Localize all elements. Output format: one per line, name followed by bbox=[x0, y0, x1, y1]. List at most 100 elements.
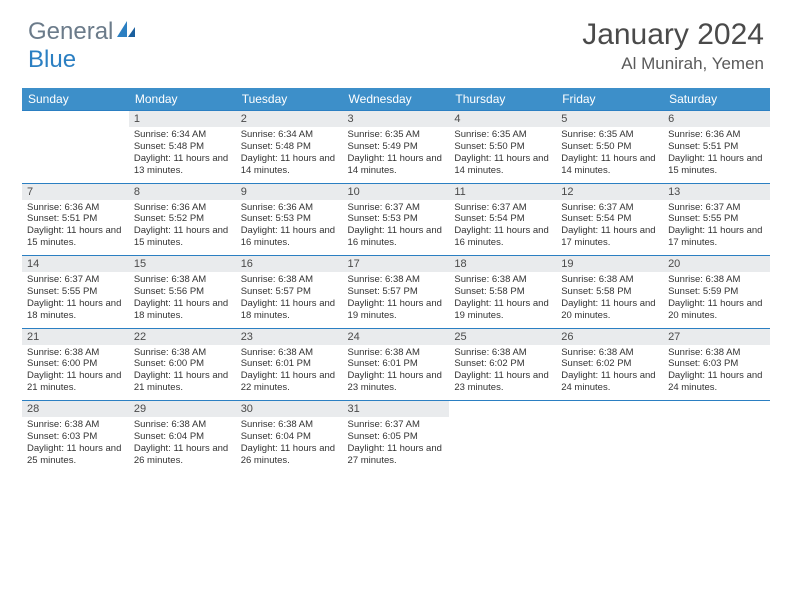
brand-part2-wrap: Blue bbox=[28, 46, 76, 74]
cell-body: Sunrise: 6:35 AMSunset: 5:50 PMDaylight:… bbox=[449, 127, 556, 183]
daylight-line: Daylight: 11 hours and 20 minutes. bbox=[668, 298, 765, 322]
sunrise-line: Sunrise: 6:38 AM bbox=[134, 274, 231, 286]
day-number: 3 bbox=[343, 110, 450, 127]
calendar-cell: 16 Sunrise: 6:38 AMSunset: 5:57 PMDayligh… bbox=[236, 255, 343, 328]
calendar-cell: 8Sunrise: 6:36 AMSunset: 5:52 PMDaylight… bbox=[129, 183, 236, 256]
day-number: 13 bbox=[663, 183, 770, 200]
sunset-line: Sunset: 5:51 PM bbox=[668, 141, 765, 153]
calendar-head: SundayMondayTuesdayWednesdayThursdayFrid… bbox=[22, 88, 770, 110]
day-number: 24 bbox=[343, 328, 450, 345]
cell-body: Sunrise: 6:37 AMSunset: 5:54 PMDaylight:… bbox=[449, 200, 556, 256]
calendar-cell: 1Sunrise: 6:34 AMSunset: 5:48 PMDaylight… bbox=[129, 110, 236, 183]
day-number-empty bbox=[556, 400, 663, 417]
day-number: 30 bbox=[236, 400, 343, 417]
sunrise-line: Sunrise: 6:34 AM bbox=[241, 129, 338, 141]
daylight-line: Daylight: 11 hours and 20 minutes. bbox=[561, 298, 658, 322]
daylight-line: Daylight: 11 hours and 18 minutes. bbox=[27, 298, 124, 322]
sunrise-line: Sunrise: 6:38 AM bbox=[27, 347, 124, 359]
calendar-cell: 24Sunrise: 6:38 AMSunset: 6:01 PMDayligh… bbox=[343, 328, 450, 401]
sunset-line: Sunset: 5:57 PM bbox=[241, 286, 338, 298]
daylight-line: Daylight: 11 hours and 22 minutes. bbox=[241, 370, 338, 394]
sunrise-line: Sunrise: 6:38 AM bbox=[454, 347, 551, 359]
cell-body: Sunrise: 6:35 AMSunset: 5:50 PMDaylight:… bbox=[556, 127, 663, 183]
calendar-cell: 13Sunrise: 6:37 AMSunset: 5:55 PMDayligh… bbox=[663, 183, 770, 256]
brand-part2: Blue bbox=[28, 46, 76, 73]
cell-body: Sunrise: 6:36 AMSunset: 5:51 PMDaylight:… bbox=[22, 200, 129, 256]
sunset-line: Sunset: 6:00 PM bbox=[27, 358, 124, 370]
calendar-cell: 28Sunrise: 6:38 AMSunset: 6:03 PMDayligh… bbox=[22, 400, 129, 473]
day-number: 27 bbox=[663, 328, 770, 345]
sunrise-line: Sunrise: 6:38 AM bbox=[241, 274, 338, 286]
month-title: January 2024 bbox=[582, 18, 764, 52]
cell-body: Sunrise: 6:38 AMSunset: 6:02 PMDaylight:… bbox=[556, 345, 663, 401]
calendar-cell: 10Sunrise: 6:37 AMSunset: 5:53 PMDayligh… bbox=[343, 183, 450, 256]
sunset-line: Sunset: 6:01 PM bbox=[348, 358, 445, 370]
daylight-line: Daylight: 11 hours and 24 minutes. bbox=[561, 370, 658, 394]
day-number-empty bbox=[22, 110, 129, 127]
daylight-line: Daylight: 11 hours and 19 minutes. bbox=[348, 298, 445, 322]
cell-body: Sunrise: 6:38 AMSunset: 6:03 PMDaylight:… bbox=[22, 417, 129, 473]
day-number: 19 bbox=[556, 255, 663, 272]
sunset-line: Sunset: 5:58 PM bbox=[561, 286, 658, 298]
daylight-line: Daylight: 11 hours and 14 minutes. bbox=[241, 153, 338, 177]
daylight-line: Daylight: 11 hours and 23 minutes. bbox=[454, 370, 551, 394]
calendar-cell: 3Sunrise: 6:35 AMSunset: 5:49 PMDaylight… bbox=[343, 110, 450, 183]
day-number: 7 bbox=[22, 183, 129, 200]
sunrise-line: Sunrise: 6:37 AM bbox=[27, 274, 124, 286]
calendar-cell bbox=[22, 110, 129, 183]
sunrise-line: Sunrise: 6:38 AM bbox=[27, 419, 124, 431]
sunset-line: Sunset: 6:04 PM bbox=[241, 431, 338, 443]
daylight-line: Daylight: 11 hours and 16 minutes. bbox=[454, 225, 551, 249]
day-number: 6 bbox=[663, 110, 770, 127]
cell-body: Sunrise: 6:37 AMSunset: 5:55 PMDaylight:… bbox=[22, 272, 129, 328]
daylight-line: Daylight: 11 hours and 14 minutes. bbox=[561, 153, 658, 177]
sunset-line: Sunset: 5:50 PM bbox=[454, 141, 551, 153]
sunrise-line: Sunrise: 6:36 AM bbox=[27, 202, 124, 214]
calendar-cell: 6Sunrise: 6:36 AMSunset: 5:51 PMDaylight… bbox=[663, 110, 770, 183]
daylight-line: Daylight: 11 hours and 26 minutes. bbox=[134, 443, 231, 467]
sunrise-line: Sunrise: 6:38 AM bbox=[241, 419, 338, 431]
sunrise-line: Sunrise: 6:35 AM bbox=[561, 129, 658, 141]
day-number: 21 bbox=[22, 328, 129, 345]
sunrise-line: Sunrise: 6:38 AM bbox=[668, 347, 765, 359]
cell-body: Sunrise: 6:38 AMSunset: 5:57 PMDaylight:… bbox=[343, 272, 450, 328]
cell-body: Sunrise: 6:36 AMSunset: 5:51 PMDaylight:… bbox=[663, 127, 770, 183]
daylight-line: Daylight: 11 hours and 17 minutes. bbox=[668, 225, 765, 249]
cell-body: Sunrise: 6:38 AMSunset: 5:58 PMDaylight:… bbox=[556, 272, 663, 328]
sunset-line: Sunset: 6:00 PM bbox=[134, 358, 231, 370]
calendar-week: 14Sunrise: 6:37 AMSunset: 5:55 PMDayligh… bbox=[22, 255, 770, 328]
location: Al Munirah, Yemen bbox=[582, 54, 764, 74]
day-number: 16 bbox=[236, 255, 343, 272]
day-number: 20 bbox=[663, 255, 770, 272]
sunset-line: Sunset: 5:59 PM bbox=[668, 286, 765, 298]
daylight-line: Daylight: 11 hours and 17 minutes. bbox=[561, 225, 658, 249]
sunset-line: Sunset: 5:50 PM bbox=[561, 141, 658, 153]
sunrise-line: Sunrise: 6:38 AM bbox=[134, 347, 231, 359]
sunrise-line: Sunrise: 6:38 AM bbox=[134, 419, 231, 431]
dow-header: Monday bbox=[129, 88, 236, 110]
sunrise-line: Sunrise: 6:37 AM bbox=[561, 202, 658, 214]
daylight-line: Daylight: 11 hours and 25 minutes. bbox=[27, 443, 124, 467]
cell-body-empty bbox=[449, 417, 556, 437]
daylight-line: Daylight: 11 hours and 27 minutes. bbox=[348, 443, 445, 467]
sunset-line: Sunset: 6:01 PM bbox=[241, 358, 338, 370]
calendar-week: 21Sunrise: 6:38 AMSunset: 6:00 PMDayligh… bbox=[22, 328, 770, 401]
title-block: January 2024 Al Munirah, Yemen bbox=[582, 18, 764, 74]
daylight-line: Daylight: 11 hours and 14 minutes. bbox=[348, 153, 445, 177]
cell-body: Sunrise: 6:34 AMSunset: 5:48 PMDaylight:… bbox=[129, 127, 236, 183]
cell-body: Sunrise: 6:38 AMSunset: 6:02 PMDaylight:… bbox=[449, 345, 556, 401]
calendar-cell: 19Sunrise: 6:38 AMSunset: 5:58 PMDayligh… bbox=[556, 255, 663, 328]
sunrise-line: Sunrise: 6:34 AM bbox=[134, 129, 231, 141]
daylight-line: Daylight: 11 hours and 18 minutes. bbox=[241, 298, 338, 322]
day-number: 2 bbox=[236, 110, 343, 127]
sunset-line: Sunset: 5:53 PM bbox=[348, 213, 445, 225]
day-number: 18 bbox=[449, 255, 556, 272]
daylight-line: Daylight: 11 hours and 18 minutes. bbox=[134, 298, 231, 322]
calendar-week: 7Sunrise: 6:36 AMSunset: 5:51 PMDaylight… bbox=[22, 183, 770, 256]
sunset-line: Sunset: 5:55 PM bbox=[668, 213, 765, 225]
cell-body: Sunrise: 6:37 AMSunset: 5:55 PMDaylight:… bbox=[663, 200, 770, 256]
sunset-line: Sunset: 5:55 PM bbox=[27, 286, 124, 298]
calendar-cell bbox=[449, 400, 556, 473]
sunset-line: Sunset: 5:51 PM bbox=[27, 213, 124, 225]
sunrise-line: Sunrise: 6:38 AM bbox=[241, 347, 338, 359]
